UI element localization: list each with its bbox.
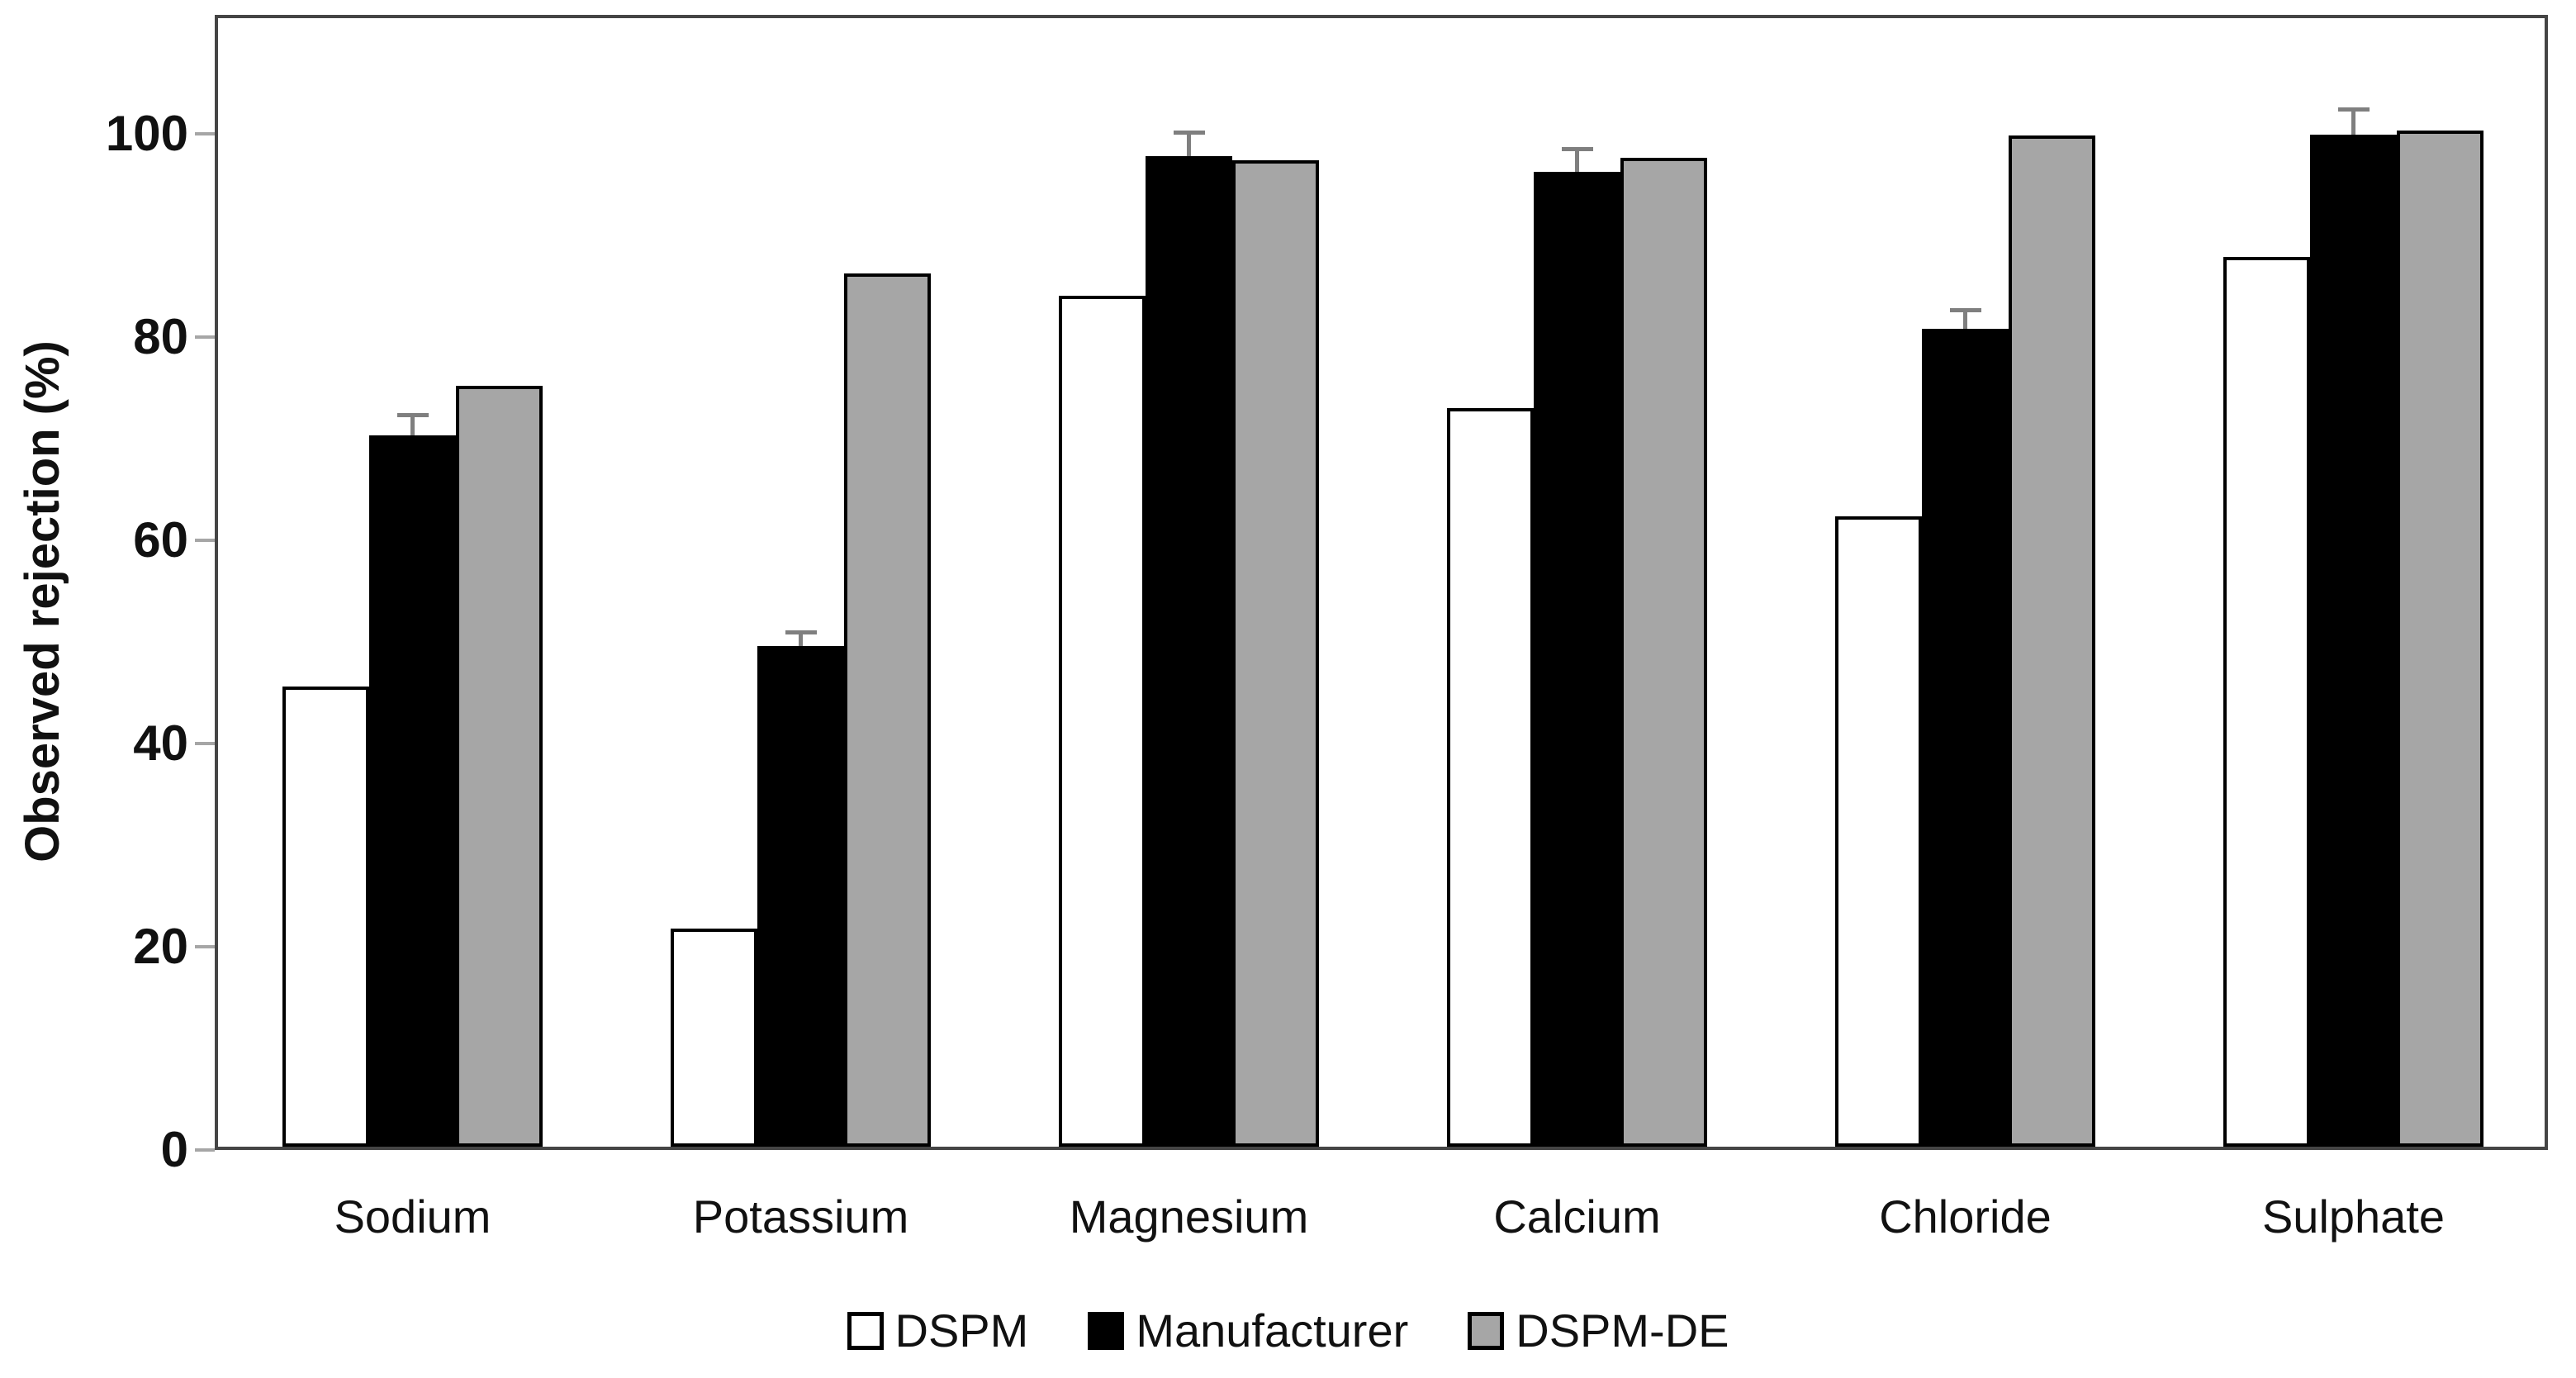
bar-dspm-potassium [671,929,757,1147]
y-tick-label: 40 [133,715,188,771]
bar-dspm-de-magnesium [1232,160,1319,1147]
bar-manufacturer-potassium [757,646,844,1147]
bar-manufacturer-sodium [369,435,456,1147]
plot-area [215,15,2548,1150]
x-category-label-calcium: Calcium [1493,1190,1661,1243]
error-bar-stem [1963,308,1967,329]
y-tick-mark [195,132,215,135]
error-bar-stem [799,630,803,646]
bar-dspm-de-sulphate [2397,131,2483,1147]
error-bar-stem [2351,107,2355,135]
bar-manufacturer-chloride [1922,329,2009,1147]
x-category-label-potassium: Potassium [692,1190,909,1243]
bar-dspm-sodium [282,687,369,1147]
bar-dspm-sulphate [2223,257,2310,1147]
error-bar-cap [1561,146,1593,151]
error-bar-cap [1173,131,1205,135]
error-bar-stem [1575,146,1579,173]
y-tick-label: 100 [105,106,188,161]
legend-swatch-icon [1468,1311,1505,1350]
bar-manufacturer-calcium [1534,172,1620,1147]
y-tick-label: 60 [133,512,188,568]
bar-dspm-de-chloride [2009,135,2095,1147]
y-tick-label: 0 [160,1122,188,1177]
error-bar-cap [2337,107,2370,112]
error-bar-cap [396,412,429,417]
legend-swatch-icon [847,1311,884,1350]
x-category-label-magnesium: Magnesium [1069,1190,1309,1243]
legend: DSPM Manufacturer DSPM-DE [0,1304,2576,1357]
legend-label: DSPM-DE [1516,1304,1729,1357]
y-tick-mark [195,539,215,542]
bar-dspm-magnesium [1059,296,1146,1147]
y-tick-mark [195,335,215,339]
y-tick-mark [195,742,215,745]
bar-dspm-chloride [1835,516,1922,1147]
bar-dspm-de-sodium [456,386,543,1147]
y-tick-label: 80 [133,309,188,364]
bar-dspm-de-calcium [1620,158,1707,1147]
legend-item-dspm: DSPM [847,1304,1029,1357]
bar-manufacturer-sulphate [2310,135,2397,1147]
y-tick-mark [195,945,215,948]
y-axis-title: Observed rejection (%) [16,340,69,862]
error-bar-stem [410,412,415,435]
legend-item-dspm-de: DSPM-DE [1468,1304,1729,1357]
bar-manufacturer-magnesium [1146,156,1232,1147]
legend-swatch-icon [1088,1311,1125,1350]
legend-label: Manufacturer [1136,1304,1409,1357]
x-category-label-sulphate: Sulphate [2261,1190,2446,1243]
y-tick-mark [195,1148,215,1152]
x-category-label-chloride: Chloride [1879,1190,2052,1243]
x-category-label-sodium: Sodium [334,1190,491,1243]
bar-dspm-de-potassium [844,273,931,1147]
error-bar-stem [1187,131,1191,156]
bar-dspm-calcium [1447,408,1534,1147]
y-tick-label: 20 [133,919,188,974]
error-bar-cap [785,630,817,635]
legend-item-manufacturer: Manufacturer [1088,1304,1408,1357]
error-bar-cap [1949,308,1981,313]
legend-label: DSPM [894,1304,1029,1357]
